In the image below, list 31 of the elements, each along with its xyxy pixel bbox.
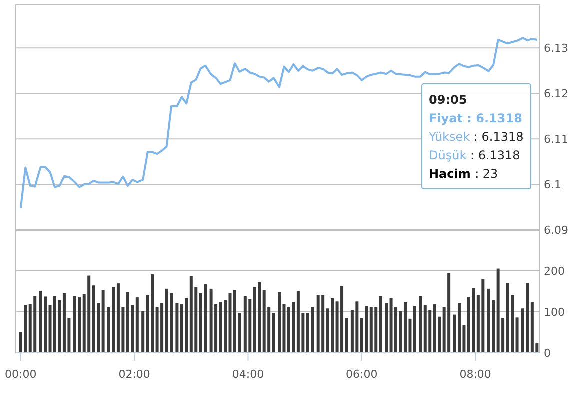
annotation: 09:05 <box>429 93 468 107</box>
x-tick-label: 04:00 <box>232 368 264 381</box>
y-tick-label: 6.09 <box>544 224 568 237</box>
bar <box>385 303 388 353</box>
x-tick-label: 02:00 <box>118 368 150 381</box>
y-tick-label: 100 <box>544 306 565 319</box>
y-tick-label: 6.12 <box>544 88 568 101</box>
y-tick-label: 6.13 <box>544 42 568 56</box>
bar <box>176 303 179 353</box>
bar <box>345 318 348 353</box>
bar <box>102 290 105 353</box>
annotation: Fiyat : 6.1318 <box>429 112 522 126</box>
bar <box>516 318 519 353</box>
bar <box>413 306 416 353</box>
x-tick-label: 08:00 <box>460 368 492 381</box>
x-tick-label: 06:00 <box>346 368 378 381</box>
line-series <box>20 37 538 210</box>
y-tick-label: 200 <box>544 264 565 278</box>
bar <box>379 296 382 353</box>
x-tick-label: 00:00 <box>5 368 37 381</box>
y-tick-label: 0 <box>544 347 551 360</box>
bar <box>142 312 145 353</box>
annotation: Düşük : 6.1318 <box>429 148 520 162</box>
y-tick-label: 6.1 <box>544 178 562 192</box>
bar <box>136 298 139 353</box>
bar <box>453 314 456 353</box>
y-tick-label: 6.11 <box>544 133 568 146</box>
annotation: Yüksek : 6.1318 <box>428 130 524 144</box>
annotation: Hacim : 23 <box>429 167 498 181</box>
bar <box>272 313 276 353</box>
bar <box>419 296 422 353</box>
